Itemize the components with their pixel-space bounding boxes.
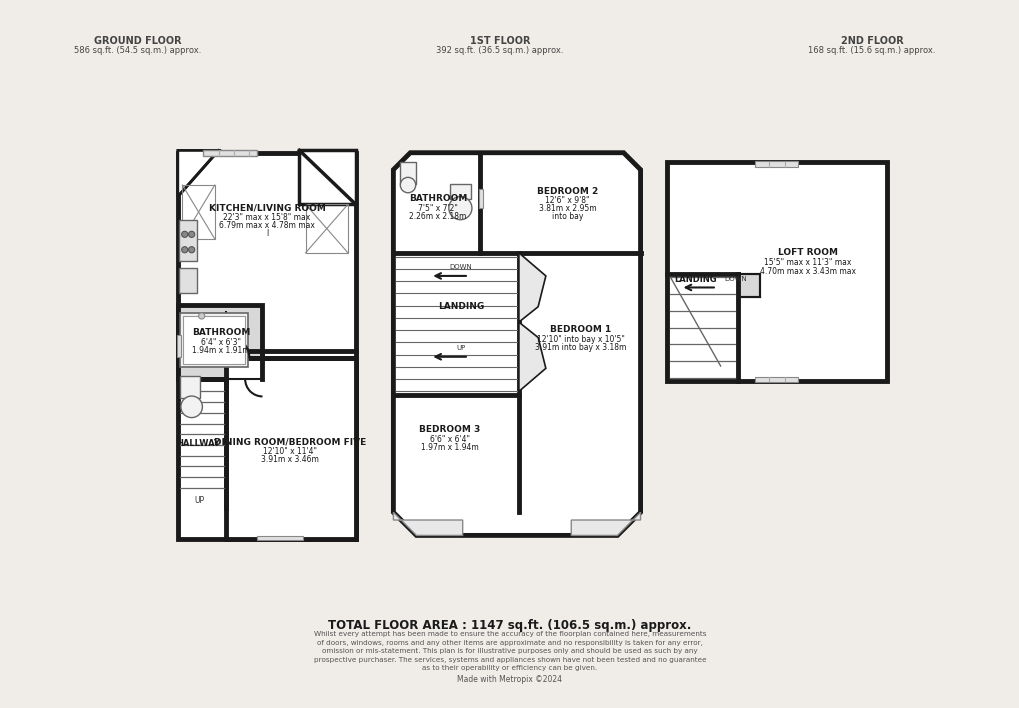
Text: TOTAL FLOOR AREA : 1147 sq.ft. (106.5 sq.m.) approx.: TOTAL FLOOR AREA : 1147 sq.ft. (106.5 sq… (328, 620, 691, 632)
Text: 1.94m x 1.91m: 1.94m x 1.91m (192, 346, 250, 355)
Polygon shape (571, 513, 640, 535)
Bar (666, 162, 887, 382)
Bar (738, 273, 759, 297)
Text: I: I (266, 229, 268, 238)
Text: UP: UP (194, 496, 204, 506)
Text: GROUND FLOOR: GROUND FLOOR (94, 36, 181, 46)
Text: DOWN: DOWN (449, 263, 472, 270)
Text: BEDROOM 2: BEDROOM 2 (536, 187, 597, 195)
Text: LOFT ROOM: LOFT ROOM (776, 249, 837, 257)
Text: BATHROOM: BATHROOM (409, 195, 467, 203)
Bar (478, 189, 482, 208)
Polygon shape (393, 153, 640, 535)
Bar (180, 313, 248, 367)
Text: 6'6" x 6'4": 6'6" x 6'4" (429, 435, 469, 444)
Text: BATHROOM: BATHROOM (192, 329, 250, 338)
Bar (449, 183, 471, 199)
Bar (754, 377, 798, 382)
Bar (203, 150, 257, 156)
Circle shape (189, 246, 195, 253)
Text: 3.81m x 2.95m: 3.81m x 2.95m (538, 205, 596, 213)
Bar (177, 335, 180, 357)
Text: 1.97m x 1.94m: 1.97m x 1.94m (420, 443, 478, 452)
Text: KITCHEN/LIVING ROOM: KITCHEN/LIVING ROOM (209, 204, 325, 212)
Bar (754, 161, 798, 166)
Text: 1ST FLOOR: 1ST FLOOR (469, 36, 530, 46)
Text: 22'3" max x 15'8" max: 22'3" max x 15'8" max (223, 213, 311, 222)
Text: 2ND FLOOR: 2ND FLOOR (840, 36, 903, 46)
Wedge shape (422, 268, 590, 453)
Text: 4.70m max x 3.43m max: 4.70m max x 3.43m max (759, 267, 855, 276)
Text: HALLWAY: HALLWAY (175, 439, 219, 448)
Text: 12'10" into bay x 10'5": 12'10" into bay x 10'5" (536, 335, 624, 343)
Text: Made with Metropix ©2024: Made with Metropix ©2024 (458, 675, 561, 684)
Bar (177, 379, 226, 508)
Circle shape (180, 396, 202, 418)
Text: 6'4" x 6'3": 6'4" x 6'3" (201, 338, 240, 347)
Text: 586 sq.ft. (54.5 sq.m.) approx.: 586 sq.ft. (54.5 sq.m.) approx. (74, 47, 201, 55)
Text: BEDROOM 3: BEDROOM 3 (419, 426, 480, 435)
Polygon shape (300, 150, 356, 205)
Bar (183, 316, 245, 364)
Text: 12'6" x 9'8": 12'6" x 9'8" (544, 196, 589, 205)
Text: UP: UP (457, 345, 466, 350)
Circle shape (448, 197, 472, 219)
Bar (177, 153, 356, 539)
Text: into bay: into bay (551, 212, 583, 221)
Text: DINING ROOM/BEDROOM FIVE: DINING ROOM/BEDROOM FIVE (214, 438, 366, 447)
Text: 6.79m max x 4.78m max: 6.79m max x 4.78m max (219, 222, 315, 230)
Polygon shape (393, 513, 463, 535)
Polygon shape (519, 322, 545, 392)
Polygon shape (519, 253, 545, 338)
Circle shape (181, 246, 187, 253)
Text: LANDING: LANDING (674, 275, 716, 285)
Bar (257, 536, 303, 540)
Bar (178, 220, 197, 261)
Text: 7'5" x 7'2": 7'5" x 7'2" (418, 204, 458, 212)
Text: 2.26m x 2.18m: 2.26m x 2.18m (409, 212, 467, 221)
Bar (180, 156, 353, 351)
Text: 168 sq.ft. (15.6 sq.m.) approx.: 168 sq.ft. (15.6 sq.m.) approx. (808, 47, 935, 55)
Text: 12'10" x 11'4": 12'10" x 11'4" (263, 447, 317, 456)
Circle shape (399, 178, 416, 193)
Circle shape (199, 313, 205, 319)
Bar (178, 268, 197, 293)
Text: 3.91m into bay x 3.18m: 3.91m into bay x 3.18m (534, 343, 626, 352)
Bar (666, 273, 738, 382)
Text: Whilst every attempt has been made to ensure the accuracy of the floorplan conta: Whilst every attempt has been made to en… (314, 632, 705, 671)
Wedge shape (415, 261, 596, 461)
Bar (226, 358, 356, 539)
Polygon shape (177, 150, 218, 197)
Bar (180, 376, 200, 398)
Bar (177, 305, 262, 379)
Text: 3.91m x 3.46m: 3.91m x 3.46m (261, 455, 319, 464)
Bar (399, 162, 416, 183)
Text: BEDROOM 1: BEDROOM 1 (549, 325, 610, 334)
Circle shape (181, 232, 187, 237)
Circle shape (189, 232, 195, 237)
Bar (306, 205, 347, 253)
Text: 392 sq.ft. (36.5 sq.m.) approx.: 392 sq.ft. (36.5 sq.m.) approx. (436, 47, 564, 55)
Text: 15'5" max x 11'3" max: 15'5" max x 11'3" max (763, 258, 851, 268)
Bar (182, 185, 215, 239)
Text: LANDING: LANDING (437, 302, 484, 312)
Text: DOWN: DOWN (723, 276, 747, 282)
